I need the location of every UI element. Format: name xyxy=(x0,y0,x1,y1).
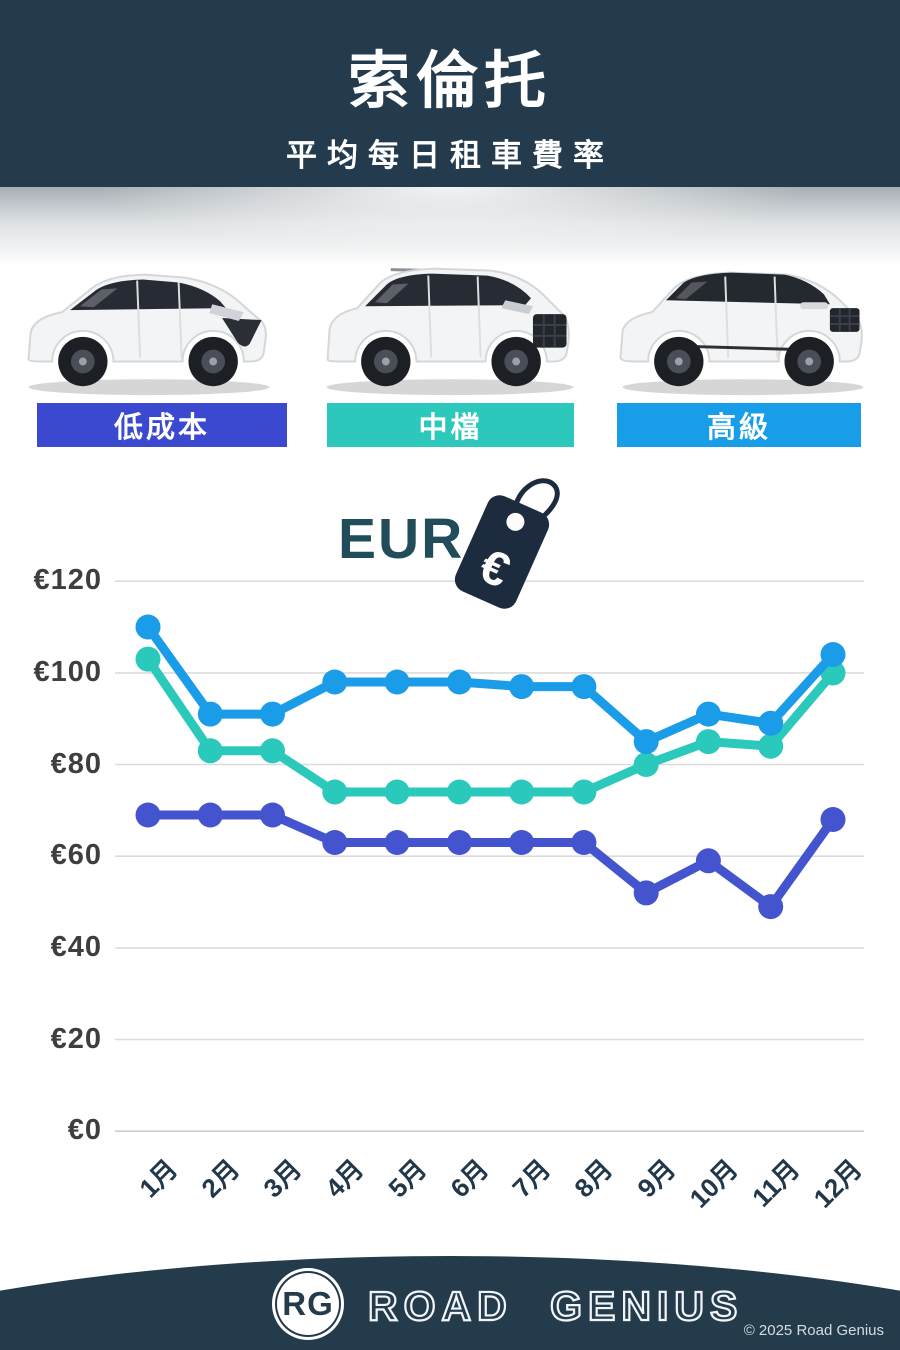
data-point-mid-range-m2 xyxy=(197,738,223,764)
data-point-premium-m5 xyxy=(384,669,410,695)
legend-pill-mid-range: 中檔 xyxy=(327,403,574,447)
header: 索倫托 平均每日租車費率 xyxy=(0,0,900,187)
data-point-low-cost-m7 xyxy=(509,830,535,855)
legend-pill-label: 中檔 xyxy=(418,412,483,444)
data-point-premium-m10 xyxy=(695,701,721,727)
data-point-mid-range-m3 xyxy=(260,738,285,764)
data-point-mid-range-m5 xyxy=(384,779,410,805)
y-axis-tick-label: €40 xyxy=(50,930,102,963)
data-point-premium-m8 xyxy=(571,674,597,700)
data-point-mid-range-m9 xyxy=(633,752,659,777)
data-point-mid-range-m1 xyxy=(135,646,161,672)
premium-suv-image xyxy=(619,271,864,396)
data-point-low-cost-m4 xyxy=(322,830,348,855)
data-point-premium-m6 xyxy=(446,669,472,695)
page-subtitle: 平均每日租車費率 xyxy=(286,138,614,173)
currency-code-label: EUR xyxy=(338,507,465,571)
data-point-low-cost-m11 xyxy=(758,894,784,920)
data-point-low-cost-m1 xyxy=(135,802,161,828)
series-line-mid-range xyxy=(143,654,838,797)
data-point-premium-m1 xyxy=(135,614,161,640)
data-point-mid-range-m8 xyxy=(571,779,597,805)
legend-pill-label: 高級 xyxy=(706,412,771,444)
data-point-mid-range-m7 xyxy=(509,779,535,805)
y-axis-tick-label: €0 xyxy=(67,1114,102,1147)
logo-initials: RG xyxy=(282,1285,334,1322)
legend-pill-label: 低成本 xyxy=(113,412,210,444)
legend-pill-low-cost: 低成本 xyxy=(37,403,287,447)
y-axis-tick-label: €80 xyxy=(50,747,102,780)
data-point-premium-m9 xyxy=(633,729,659,755)
series-line-low-cost xyxy=(143,810,838,912)
series-line-premium xyxy=(143,622,838,747)
midsize-suv-image xyxy=(326,267,574,396)
data-point-premium-m4 xyxy=(322,669,348,695)
y-axis-tick-label: €20 xyxy=(50,1022,102,1055)
y-axis-tick-label: €100 xyxy=(33,655,102,688)
data-point-low-cost-m6 xyxy=(446,830,472,855)
data-point-low-cost-m9 xyxy=(633,880,659,906)
page-title: 索倫托 xyxy=(347,47,552,116)
data-point-mid-range-m11 xyxy=(758,733,784,759)
data-point-low-cost-m5 xyxy=(384,830,410,855)
price-tag-icon: € xyxy=(454,478,560,609)
y-axis-tick-label: €60 xyxy=(50,839,102,872)
data-point-low-cost-m2 xyxy=(197,802,223,828)
economy-car-image xyxy=(27,273,270,396)
footer xyxy=(0,1256,900,1350)
road-genius-logo: RG xyxy=(272,1268,344,1340)
data-point-low-cost-m3 xyxy=(260,802,285,828)
legend-pill-premium: 高級 xyxy=(617,403,861,447)
data-point-premium-m7 xyxy=(509,674,535,700)
data-point-premium-m3 xyxy=(260,701,285,727)
data-point-mid-range-m4 xyxy=(322,779,348,805)
data-point-low-cost-m12 xyxy=(820,807,846,832)
header-shadow-gradient xyxy=(0,187,900,267)
data-point-low-cost-m10 xyxy=(695,848,721,874)
data-point-premium-m2 xyxy=(197,701,223,727)
rental-rate-chart: €120 €100 €80 €60 €40 €20 €0 1月 2月 3月 4月 5月 6月 7月 8月 9… xyxy=(0,530,900,1220)
data-point-premium-m12 xyxy=(820,642,846,667)
data-point-low-cost-m8 xyxy=(571,830,597,855)
y-axis-tick-label: €120 xyxy=(33,564,102,597)
data-point-mid-range-m10 xyxy=(695,729,721,755)
data-point-premium-m11 xyxy=(758,710,784,736)
chart-svg xyxy=(115,580,864,1133)
brand-name: ROAD GENIUS xyxy=(367,1282,744,1330)
data-point-mid-range-m6 xyxy=(446,779,472,805)
copyright-text: © 2025 Road Genius xyxy=(743,1322,884,1339)
